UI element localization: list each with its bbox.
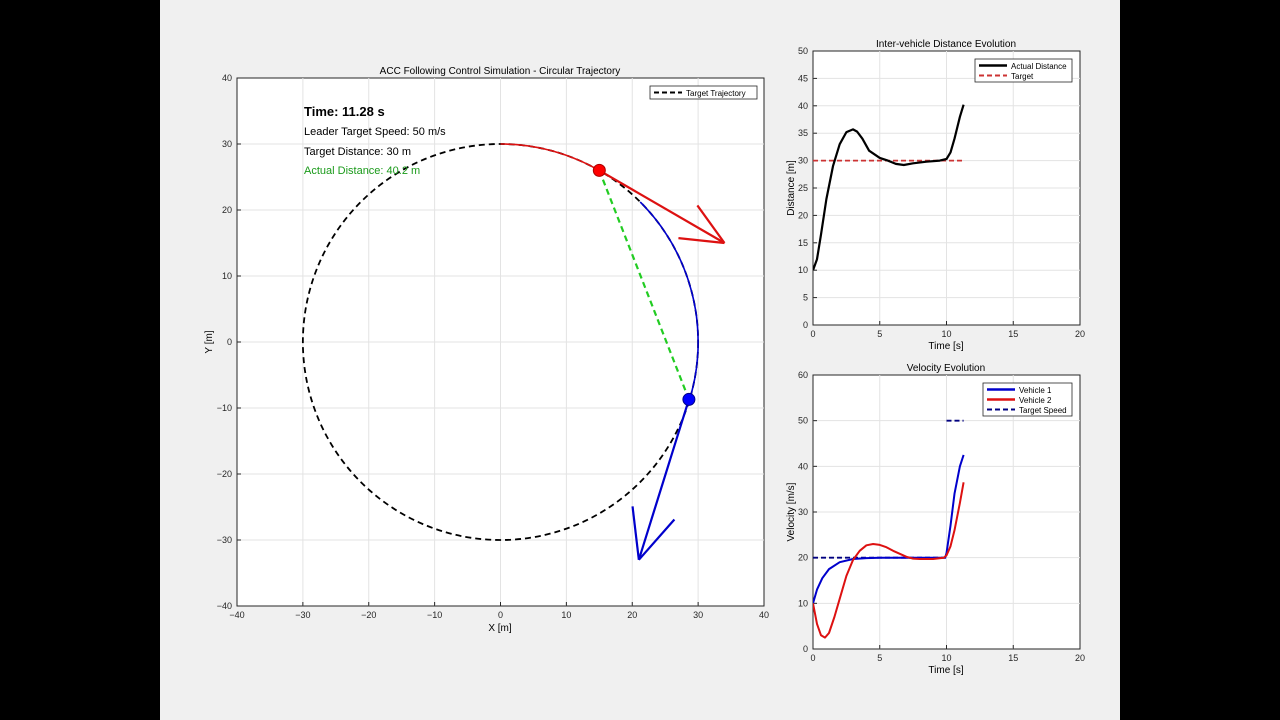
tick-label-y: 30 [222, 139, 232, 149]
tick-label-x: 10 [561, 610, 571, 620]
distance-ylabel: Distance [m] [786, 160, 797, 216]
tick-label-x: 30 [693, 610, 703, 620]
trajectory-axes: −40 −30 −20 −10 0 10 20 30 40 −40 −30 −20 −10 0 10 20 30… [204, 66, 769, 634]
distance-axes: 0 5 10 15 20 0 5 10 15 20 25 30 35 40 45 50 Inter-vehic… [786, 39, 1085, 352]
tick-label-y: 10 [798, 265, 808, 275]
follower-velocity-arrow-head [638, 518, 676, 561]
trajectory-title: ACC Following Control Simulation - Circu… [380, 66, 621, 77]
tick-label-y: 30 [798, 156, 808, 166]
legend-label-vehicle-1: Vehicle 1 [1019, 386, 1052, 395]
distance-xlabel: Time [s] [928, 341, 963, 352]
leader-speed-readout: Leader Target Speed: 50 m/s [304, 126, 446, 138]
tick-label-y: 20 [222, 205, 232, 215]
target-distance-readout: Target Distance: 30 m [304, 146, 411, 158]
legend-label-target: Target [1011, 72, 1034, 81]
tick-label-x: 0 [498, 610, 503, 620]
tick-label-x: 0 [810, 329, 815, 339]
velocity-axes: 0 5 10 15 20 0 10 20 30 40 50 60 Velocity Evolution… [786, 363, 1085, 676]
velocity-xlabel: Time [s] [928, 665, 963, 676]
time-readout: Time: 11.28 s [304, 104, 385, 119]
actual-distance-readout: Actual Distance: 40.2 m [304, 165, 420, 177]
legend-label-vehicle-2: Vehicle 2 [1019, 396, 1052, 405]
trajectory-ylabel: Y [m] [204, 330, 215, 353]
distance-marks [813, 104, 965, 271]
tick-label-y: 30 [798, 507, 808, 517]
velocity-title: Velocity Evolution [907, 363, 985, 374]
velocity-legend: Vehicle 1 Vehicle 2 Target Speed [982, 382, 1073, 417]
tick-label-x: −30 [295, 610, 310, 620]
tick-label-y: 45 [798, 73, 808, 83]
leader-velocity-arrow-shaft [598, 169, 726, 244]
tick-label-x: 40 [759, 610, 769, 620]
tick-label-y: 20 [798, 553, 808, 563]
tick-label-x: 20 [1075, 329, 1085, 339]
distance-legend: Actual Distance Target [974, 58, 1073, 83]
tick-label-y: 5 [803, 293, 808, 303]
tick-label-x: 20 [1075, 653, 1085, 663]
tick-label-x: 10 [941, 653, 951, 663]
tick-label-x: 10 [941, 329, 951, 339]
trajectory-tick-labels: −40 −30 −20 −10 0 10 20 30 40 −40 −30 −20 −10 0 10 20 30… [217, 73, 769, 620]
leader-path-line [500, 143, 600, 172]
tick-label-y: 40 [798, 101, 808, 111]
tick-label-x: 15 [1008, 653, 1018, 663]
tick-label-y: 50 [798, 46, 808, 56]
tick-label-y: 10 [798, 598, 808, 608]
tick-label-y: 10 [222, 271, 232, 281]
tick-label-y: 40 [798, 461, 808, 471]
tick-label-y: 15 [798, 238, 808, 248]
figure-window: −40 −30 −20 −10 0 10 20 30 40 −40 −30 −20 −10 0 10 20 30… [160, 0, 1120, 720]
trajectory-marks [301, 143, 726, 561]
tick-label-y: −20 [217, 469, 232, 479]
trajectory-xlabel: X [m] [488, 623, 512, 634]
distance-title: Inter-vehicle Distance Evolution [876, 39, 1016, 50]
actual-distance-line [813, 104, 965, 271]
follower-path-line [639, 201, 699, 400]
tick-label-y: 0 [803, 320, 808, 330]
tick-label-x: −40 [229, 610, 244, 620]
tick-label-y: 20 [798, 210, 808, 220]
tick-label-x: 5 [877, 329, 882, 339]
distance-tick-labels: 0 5 10 15 20 0 5 10 15 20 25 30 35 40 45 50 [798, 46, 1085, 339]
tick-label-y: 25 [798, 183, 808, 193]
tick-label-y: 60 [798, 370, 808, 380]
tick-label-y: −10 [217, 403, 232, 413]
follower-vehicle-marker [682, 392, 696, 406]
leader-velocity-arrow-head [678, 237, 725, 245]
tick-label-y: −30 [217, 535, 232, 545]
legend-label-target-speed: Target Speed [1019, 406, 1067, 415]
follower-velocity-arrow-shaft [637, 399, 690, 561]
vehicle-1-velocity-line [813, 454, 965, 604]
leader-vehicle-marker [592, 163, 606, 177]
tick-label-y: 0 [803, 644, 808, 654]
tick-label-y: 35 [798, 128, 808, 138]
tick-label-x: 15 [1008, 329, 1018, 339]
tick-label-y: 50 [798, 416, 808, 426]
vehicle-2-velocity-line [813, 482, 965, 639]
tick-label-x: −10 [427, 610, 442, 620]
inter-vehicle-link [598, 169, 690, 400]
tick-label-x: −20 [361, 610, 376, 620]
leader-velocity-arrow-head [696, 204, 726, 244]
trajectory-legend: Target Trajectory [649, 85, 758, 100]
tick-label-y: 40 [222, 73, 232, 83]
figure-canvas: −40 −30 −20 −10 0 10 20 30 40 −40 −30 −20 −10 0 10 20 30… [204, 39, 1085, 676]
velocity-tick-labels: 0 5 10 15 20 0 10 20 30 40 50 60 [798, 370, 1085, 663]
legend-label-target-trajectory: Target Trajectory [686, 89, 746, 98]
velocity-marks [813, 419, 965, 639]
tick-label-y: −40 [217, 601, 232, 611]
follower-velocity-arrow-head [631, 506, 640, 560]
tick-label-x: 20 [627, 610, 637, 620]
legend-label-actual-distance: Actual Distance [1011, 62, 1067, 71]
tick-label-x: 5 [877, 653, 882, 663]
tick-label-x: 0 [810, 653, 815, 663]
velocity-ylabel: Velocity [m/s] [786, 482, 797, 541]
tick-label-y: 0 [227, 337, 232, 347]
trajectory-legend-box [649, 85, 758, 100]
